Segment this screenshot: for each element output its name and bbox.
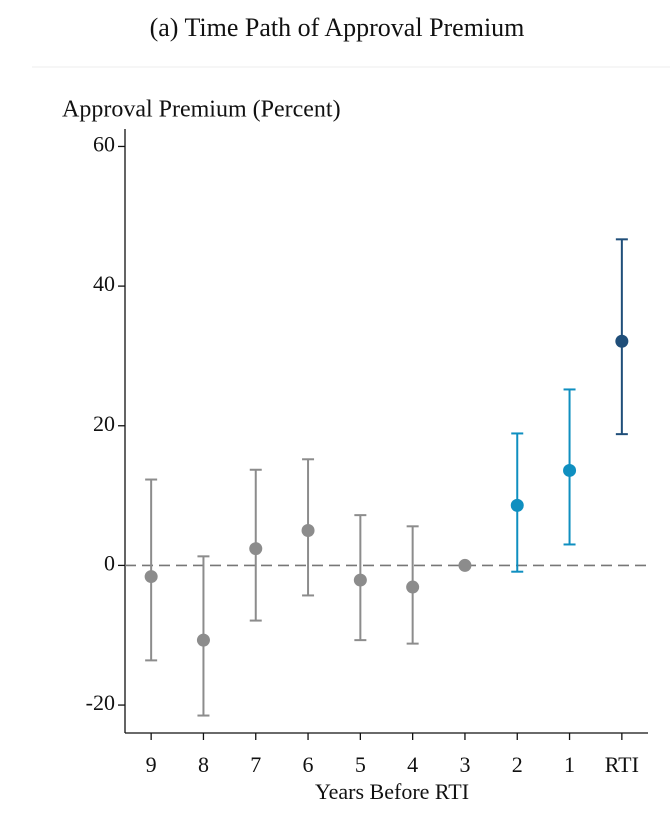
point (563, 463, 577, 477)
point (196, 633, 210, 647)
point (510, 498, 524, 512)
x-tick-label: 2 (512, 752, 523, 777)
x-tick-label: 5 (355, 752, 366, 777)
x-axis-label: Years Before RTI (315, 779, 469, 804)
y-tick-label: -20 (86, 690, 115, 715)
x-tick-label: 9 (146, 752, 157, 777)
point (353, 573, 367, 587)
point (301, 524, 315, 538)
y-tick-label: 20 (93, 411, 115, 436)
x-tick-label: 1 (564, 752, 575, 777)
y-tick-label: 40 (93, 271, 115, 296)
y-axis-label: Approval Premium (Percent) (62, 97, 341, 123)
x-tick-label: 7 (250, 752, 261, 777)
x-tick-label: 6 (303, 752, 314, 777)
x-tick-label: 3 (459, 752, 470, 777)
point (249, 542, 263, 556)
x-tick-label: 8 (198, 752, 209, 777)
point (615, 334, 629, 348)
x-tick-label: RTI (605, 752, 639, 777)
point (406, 580, 420, 594)
y-tick-label: 60 (93, 132, 115, 157)
point (144, 570, 158, 584)
y-tick-label: 0 (104, 550, 115, 575)
point (458, 558, 472, 572)
x-tick-label: 4 (407, 752, 418, 777)
chart-title: (a) Time Path of Approval Premium (150, 13, 525, 42)
